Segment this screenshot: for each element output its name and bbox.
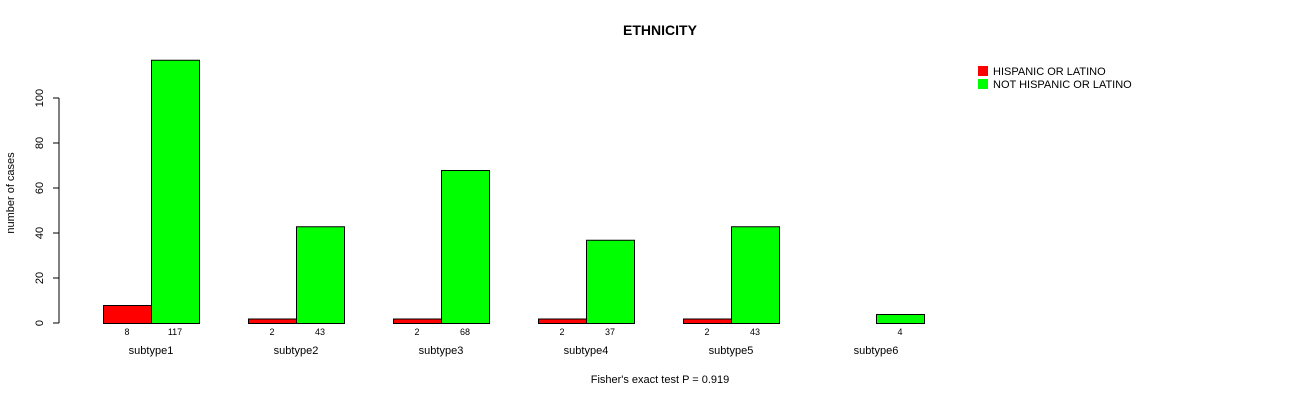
chart-title: ETHNICITY xyxy=(623,22,698,38)
legend-swatch xyxy=(978,79,988,89)
y-tick-label: 60 xyxy=(34,182,46,194)
bar xyxy=(151,59,200,324)
category-label: subtype6 xyxy=(854,345,899,357)
bar-count-label: 4 xyxy=(897,327,902,337)
category-label: subtype4 xyxy=(564,345,609,357)
x-axis-label: Fisher's exact test P = 0.919 xyxy=(591,374,730,386)
bar xyxy=(586,239,635,324)
bar-count-label: 2 xyxy=(269,327,274,337)
bar xyxy=(683,318,732,324)
category-label: subtype1 xyxy=(129,345,174,357)
bar xyxy=(538,318,587,324)
category-label: subtype5 xyxy=(709,345,754,357)
y-axis: 0 20 40 60 80 100 xyxy=(34,89,60,326)
bar-count-label: 117 xyxy=(168,327,182,337)
bar-count-label: 2 xyxy=(704,327,709,337)
category-label: subtype2 xyxy=(274,345,319,357)
bar xyxy=(103,305,152,324)
legend-label: NOT HISPANIC OR LATINO xyxy=(993,79,1132,91)
bar xyxy=(393,318,442,324)
bar-count-label: 68 xyxy=(460,327,470,337)
y-tick-label: 40 xyxy=(34,227,46,239)
bar xyxy=(441,170,490,324)
y-tick-label: 0 xyxy=(34,320,46,326)
bar xyxy=(248,318,297,324)
y-tick-label: 20 xyxy=(34,272,46,284)
bar-count-label: 8 xyxy=(124,327,129,337)
y-tick-label: 100 xyxy=(34,89,46,107)
category-label: subtype3 xyxy=(419,345,464,357)
bar xyxy=(296,226,345,324)
bar xyxy=(876,314,925,324)
bar-count-label: 2 xyxy=(559,327,564,337)
legend-swatch xyxy=(978,66,988,76)
y-tick-label: 80 xyxy=(34,137,46,149)
bar-count-label: 43 xyxy=(750,327,760,337)
bar-count-label: 2 xyxy=(414,327,419,337)
bar-count-label: 43 xyxy=(315,327,325,337)
legend-label: HISPANIC OR LATINO xyxy=(993,66,1106,78)
y-axis-label: number of cases xyxy=(5,152,17,234)
bar xyxy=(731,226,780,324)
bar-count-label: 37 xyxy=(605,327,615,337)
